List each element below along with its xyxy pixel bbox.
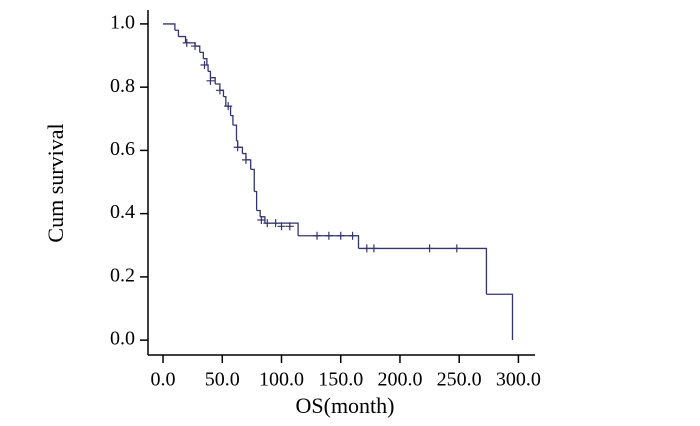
y-tick-label: 0.0	[110, 328, 135, 350]
y-tick-label: 1.0	[110, 12, 135, 34]
censor-mark	[206, 76, 215, 85]
x-tick-label: 250.0	[437, 369, 482, 391]
x-tick-label: 100.0	[259, 369, 304, 391]
censor-mark	[313, 231, 322, 240]
y-axis-label: Cum survival	[43, 123, 68, 242]
survival-step	[256, 209, 261, 217]
survival-step	[199, 51, 204, 59]
survival-step	[486, 293, 514, 341]
censor-mark	[362, 244, 371, 253]
y-tick-label: 0.2	[110, 264, 135, 286]
x-tick-label: 0.0	[151, 369, 176, 391]
censor-mark	[452, 244, 461, 253]
censor-mark	[348, 231, 357, 240]
censor-mark	[263, 219, 272, 228]
x-tick-label: 50.0	[205, 369, 240, 391]
survival-step	[163, 23, 176, 31]
censor-mark	[224, 102, 233, 111]
censor-mark	[191, 42, 200, 51]
survival-step	[250, 168, 255, 192]
censor-mark	[215, 86, 224, 95]
y-tick-label: 0.4	[110, 201, 135, 223]
censor-mark	[182, 38, 191, 47]
survival-step	[178, 35, 187, 43]
survival-step	[195, 45, 201, 53]
x-tick-label: 150.0	[318, 369, 363, 391]
censor-mark	[285, 222, 294, 231]
survival-step	[237, 146, 244, 154]
survival-step	[230, 114, 234, 126]
survival-step	[254, 190, 258, 211]
survival-step	[174, 29, 180, 37]
censor-mark	[336, 231, 345, 240]
survival-step	[208, 70, 212, 78]
censor-mark	[200, 61, 209, 70]
y-tick-label: 0.6	[110, 138, 135, 160]
survival-step	[223, 95, 227, 107]
censor-mark	[425, 244, 434, 253]
censor-mark	[277, 222, 286, 231]
x-tick-label: 200.0	[377, 369, 422, 391]
survival-step	[245, 159, 252, 170]
censor-mark	[369, 244, 378, 253]
x-axis-label: OS(month)	[296, 393, 395, 418]
censor-mark	[271, 219, 280, 228]
survival-step	[203, 58, 208, 66]
survival-step	[206, 64, 209, 72]
survival-step	[210, 77, 216, 84]
survival-step	[358, 247, 488, 295]
censor-mark	[233, 143, 242, 152]
censor-mark	[324, 231, 333, 240]
y-tick-label: 0.8	[110, 75, 135, 97]
survival-step	[232, 124, 238, 141]
censor-mark	[257, 215, 266, 224]
survival-step	[215, 83, 221, 91]
censor-mark	[241, 155, 250, 164]
x-tick-label: 300.0	[496, 369, 541, 391]
